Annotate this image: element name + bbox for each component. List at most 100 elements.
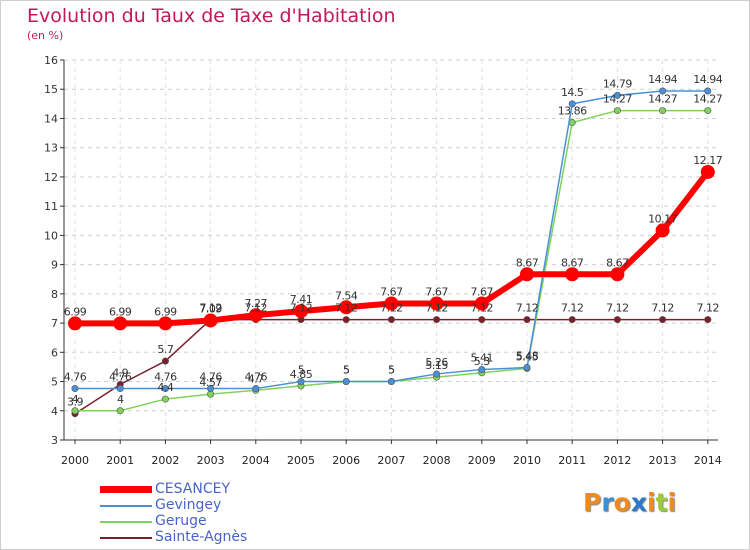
data-label: 5.48 [516,350,539,363]
data-point [433,316,441,324]
y-tick-label: 6 [51,346,58,359]
y-tick-label: 5 [51,376,58,389]
data-point [387,316,395,324]
legend-label: Gevingey [155,497,222,513]
legend-swatch [100,505,152,507]
x-tick-label: 2014 [694,454,722,467]
data-label: 7.12 [561,302,584,315]
data-point [248,308,263,323]
y-tick-label: 14 [44,112,58,125]
x-tick-label: 2000 [61,454,89,467]
data-label: 10.17 [648,212,677,225]
data-label: 4.57 [199,376,222,389]
y-tick-label: 12 [44,171,58,184]
data-label: 5 [343,364,350,377]
proxiti-logo: Proxiti [583,488,676,517]
logo-letter: r [601,488,614,517]
data-point [71,385,79,393]
data-label: 7.12 [697,302,720,315]
x-tick-label: 2012 [603,454,631,467]
data-label: 7.12 [380,302,403,315]
y-tick-label: 9 [51,259,58,272]
data-label: 5.15 [425,359,448,372]
data-label: 7.12 [335,302,358,315]
logo-letter: i [647,488,656,517]
data-point [613,316,621,324]
data-label: 6.99 [64,305,87,318]
x-tick-label: 2011 [558,454,586,467]
data-label: 7.09 [199,302,222,315]
data-point [520,267,534,282]
data-label: 14.79 [603,77,632,90]
x-tick-label: 2002 [151,454,179,467]
data-label: 7.12 [245,302,268,315]
data-point [523,316,531,324]
data-label: 5 [388,364,395,377]
data-label: 5.3 [474,355,490,368]
data-point [613,91,621,99]
data-label: 7.12 [425,302,448,315]
x-tick-label: 2001 [106,454,134,467]
data-label: 5 [388,364,395,377]
data-label: 14.94 [648,73,677,86]
data-point [613,107,621,115]
data-label: 4.76 [154,371,177,384]
data-label: 5.7 [157,343,173,356]
logo-letter: P [583,488,602,517]
data-label: 14.27 [648,93,677,106]
data-label: 8.67 [606,256,629,269]
data-label: 4.76 [245,371,268,384]
data-label: 7.12 [516,302,539,315]
data-point [161,357,169,365]
data-label: 4.76 [64,371,87,384]
data-point [704,107,712,115]
data-point [342,378,350,386]
data-label: 5.26 [425,356,448,369]
data-point [297,378,305,386]
data-point [158,316,173,331]
data-label: 4.76 [199,371,222,384]
legend-swatch [100,521,152,523]
legend-label: Geruge [155,513,207,529]
x-tick-label: 2004 [242,454,270,467]
logo-letter: i [667,488,677,517]
data-label: 7.12 [606,302,629,315]
y-tick-label: 10 [44,229,58,242]
data-label: 14.5 [561,86,584,99]
data-point [161,385,169,393]
data-point [429,296,444,311]
data-point [523,364,531,372]
data-label: 4.76 [109,371,132,384]
data-point [339,300,354,315]
data-label: 13.86 [558,105,587,118]
data-point [704,87,712,95]
data-point [659,316,667,324]
data-label: 5.45 [516,350,539,363]
x-tick-label: 2008 [423,454,451,467]
x-tick-label: 2005 [287,454,315,467]
y-tick-label: 13 [44,142,58,155]
data-point [659,107,667,115]
y-tick-label: 4 [51,405,58,418]
data-label: 8.67 [516,256,539,269]
logo-letter: o [613,488,631,517]
data-label: 7.67 [380,285,403,298]
data-point [252,385,260,393]
data-label: 7.12 [290,302,313,315]
data-point [116,407,124,415]
unit-label: (en %) [27,29,64,42]
legend-label: Sainte-Agnès [155,529,248,545]
data-point [113,316,128,331]
logo-letter: x [630,488,647,517]
x-tick-label: 2010 [513,454,541,467]
y-tick-label: 11 [44,200,58,213]
data-label: 4.85 [290,368,313,381]
logo-letter: t [655,488,668,517]
y-tick-label: 7 [51,317,58,330]
chart-title: Evolution du Taux de Taxe d'Habitation [27,5,396,27]
data-point [71,407,79,415]
data-label: 4 [72,393,79,406]
data-point [203,313,218,328]
data-point [568,316,576,324]
y-tick-label: 16 [44,54,58,67]
